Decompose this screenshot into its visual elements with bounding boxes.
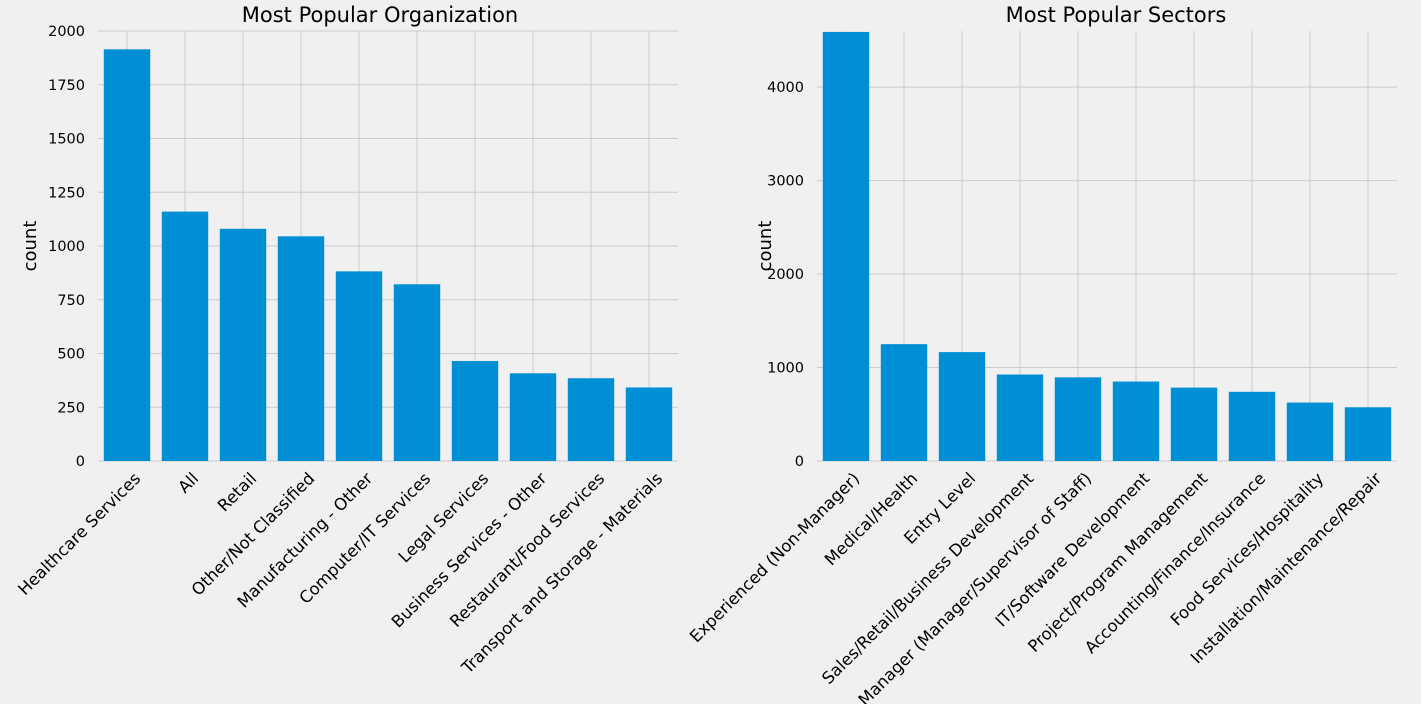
y-tick-label: 4000 xyxy=(767,80,804,96)
y-tick-label: 750 xyxy=(57,293,85,309)
bar xyxy=(509,373,557,461)
bar xyxy=(1286,402,1334,461)
bar xyxy=(451,361,499,461)
y-tick-label: 1000 xyxy=(767,361,804,377)
bar xyxy=(822,31,870,461)
bar xyxy=(277,236,325,461)
y-tick-label: 1750 xyxy=(48,78,85,94)
x-tick-label: Sales/Retail/Business Development xyxy=(818,469,1037,688)
bar xyxy=(938,352,986,461)
bar xyxy=(880,344,928,461)
bar xyxy=(1228,391,1276,461)
chart-title: Most Popular Sectors xyxy=(1006,3,1227,27)
y-tick-label: 2000 xyxy=(48,24,85,40)
bar xyxy=(1054,377,1102,461)
x-tick-label: Healthcare Services xyxy=(14,469,144,599)
x-tick-label: All xyxy=(174,469,202,497)
bar xyxy=(1344,407,1392,461)
bar xyxy=(996,374,1044,461)
y-axis-label: count xyxy=(755,221,776,272)
y-tick-label: 0 xyxy=(795,454,804,470)
y-tick-label: 1000 xyxy=(48,239,85,255)
x-tick-label: Retail xyxy=(214,469,260,515)
y-tick-label: 3000 xyxy=(767,174,804,190)
chart-organization: 0 250 500 750 1000 1250 1500 1750 2000 Healthcare… xyxy=(14,3,678,678)
x-tick-label: Transport and Storage - Materials xyxy=(457,469,666,678)
bar xyxy=(1170,387,1218,461)
y-tick-label: 2000 xyxy=(767,267,804,283)
bar xyxy=(567,378,615,461)
bar xyxy=(103,49,151,462)
bar xyxy=(161,211,209,461)
bar xyxy=(1112,381,1160,461)
bar xyxy=(393,284,441,461)
bar xyxy=(625,387,673,461)
y-tick-label: 500 xyxy=(57,347,85,363)
y-tick-label: 0 xyxy=(76,454,85,470)
y-tick-label: 250 xyxy=(57,400,85,416)
y-tick-label: 1250 xyxy=(48,185,85,201)
bar xyxy=(219,228,267,461)
chart-title: Most Popular Organization xyxy=(242,3,519,27)
y-tick-label: 1500 xyxy=(48,132,85,148)
y-axis-label: count xyxy=(20,221,41,272)
bar xyxy=(335,271,383,461)
